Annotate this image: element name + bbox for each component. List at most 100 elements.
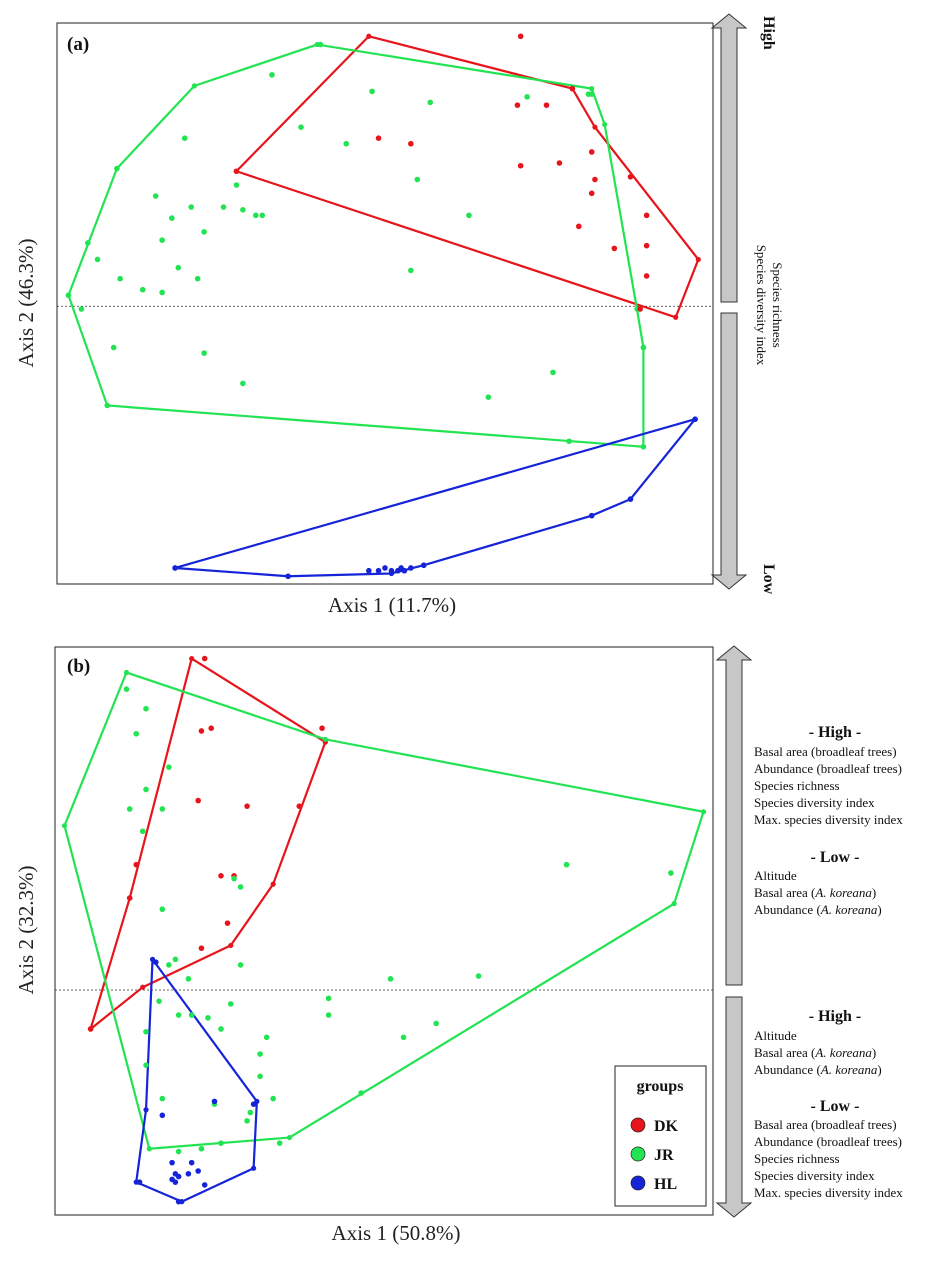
point-jr — [143, 786, 149, 793]
point-jr — [185, 976, 192, 982]
point-jr — [85, 240, 91, 246]
point-dk — [375, 135, 382, 141]
point-hl — [172, 1179, 179, 1185]
legend-title: groups — [637, 1078, 684, 1095]
point-jr — [175, 1148, 182, 1155]
point-dk — [543, 102, 550, 108]
point-jr — [231, 875, 237, 882]
point-jr — [427, 99, 434, 106]
point-jr — [240, 380, 246, 387]
point-hl — [136, 1179, 143, 1185]
panel-a-high-label: High — [760, 16, 777, 50]
b-lower-low-heading: - Low - — [811, 1098, 860, 1115]
hull-vertex-jr — [191, 83, 198, 89]
b-lower-low-line-1: Basal area (broadleaf trees) — [754, 1117, 897, 1132]
point-dk — [87, 1026, 94, 1032]
point-dk — [643, 273, 650, 279]
point-hl — [211, 1098, 218, 1105]
point-jr — [485, 394, 492, 400]
point-jr — [188, 1012, 195, 1018]
hull-vertex-jr — [700, 809, 707, 815]
panel-a-side-line-1: Species richness — [770, 262, 785, 348]
point-jr — [159, 289, 165, 296]
point-jr — [270, 1095, 276, 1102]
point-dk — [408, 140, 414, 147]
point-hl — [169, 1159, 175, 1166]
point-jr — [550, 369, 556, 376]
point-hl — [398, 565, 404, 571]
point-jr — [194, 275, 201, 282]
point-jr — [325, 995, 332, 1002]
hull-vertex-dk — [592, 124, 598, 130]
point-jr — [247, 1109, 254, 1116]
point-hl — [188, 1159, 195, 1166]
point-jr — [139, 828, 146, 835]
point-dk — [588, 149, 595, 155]
point-dk — [218, 873, 224, 879]
b-lower-high-heading: - High - — [809, 1008, 861, 1025]
panel-a-label: (a) — [67, 34, 89, 55]
panel-b-label: (b) — [67, 656, 90, 677]
point-jr — [201, 229, 207, 235]
point-dk — [296, 803, 303, 809]
point-jr — [126, 806, 133, 812]
hull-vertex-jr — [146, 1146, 152, 1152]
point-dk — [514, 102, 521, 108]
point-jr — [325, 1012, 332, 1018]
legend-swatch-dk — [630, 1117, 646, 1133]
hull-hl — [173, 418, 697, 578]
hull-vertex-jr — [589, 86, 595, 92]
panel-b-points — [87, 655, 674, 1205]
point-jr — [414, 176, 421, 183]
point-jr — [201, 350, 207, 356]
point-jr — [269, 72, 275, 78]
point-jr — [257, 1073, 263, 1080]
point-jr — [198, 1145, 205, 1152]
panel-a-x-axis-title: Axis 1 (11.7%) — [328, 593, 456, 617]
b-upper-high-line-1: Basal area (broadleaf trees) — [754, 744, 897, 759]
panel-a-side-arrow-down — [710, 312, 748, 590]
point-jr — [156, 998, 162, 1004]
point-hl — [159, 1112, 166, 1119]
point-jr — [233, 182, 240, 188]
point-jr — [237, 884, 244, 890]
point-jr — [317, 41, 324, 48]
point-jr — [143, 705, 149, 712]
point-jr — [188, 204, 194, 210]
point-hl — [388, 567, 395, 574]
point-dk — [224, 920, 231, 926]
panel-b-hulls — [61, 655, 707, 1205]
b-upper-low-heading: - Low - — [811, 849, 860, 866]
point-jr — [123, 686, 130, 693]
point-dk — [195, 797, 201, 804]
panel-a-side-arrow-up — [710, 13, 748, 303]
point-dk — [556, 160, 563, 166]
point-jr — [65, 292, 72, 299]
point-hl — [285, 573, 291, 580]
point-jr — [166, 764, 172, 770]
point-jr — [218, 1026, 224, 1032]
legend-label-hl: HL — [654, 1176, 677, 1193]
point-dk — [569, 85, 576, 92]
point-jr — [218, 1140, 224, 1146]
point-jr — [237, 962, 244, 968]
point-hl — [420, 562, 427, 569]
point-jr — [640, 344, 647, 351]
point-dk — [198, 945, 205, 952]
point-dk — [198, 728, 205, 734]
point-jr — [668, 870, 674, 876]
point-dk — [244, 803, 250, 809]
legend-box — [614, 1065, 707, 1207]
point-jr — [408, 267, 414, 274]
point-jr — [175, 1012, 182, 1018]
hull-vertex-jr — [671, 901, 677, 907]
panel-a-side-line-2: Species diversity index — [754, 245, 769, 366]
b-upper-high-line-3: Species richness — [754, 778, 840, 793]
panel-a-low-label: Low — [760, 564, 777, 595]
point-jr — [566, 438, 572, 445]
point-hl — [408, 565, 414, 571]
point-jr — [114, 165, 120, 172]
point-hl — [175, 1173, 182, 1180]
b-lower-high-line-2: Basal area (A. koreana) — [754, 1045, 876, 1060]
b-lower-high-line-3: Abundance (A. koreana) — [754, 1062, 882, 1077]
